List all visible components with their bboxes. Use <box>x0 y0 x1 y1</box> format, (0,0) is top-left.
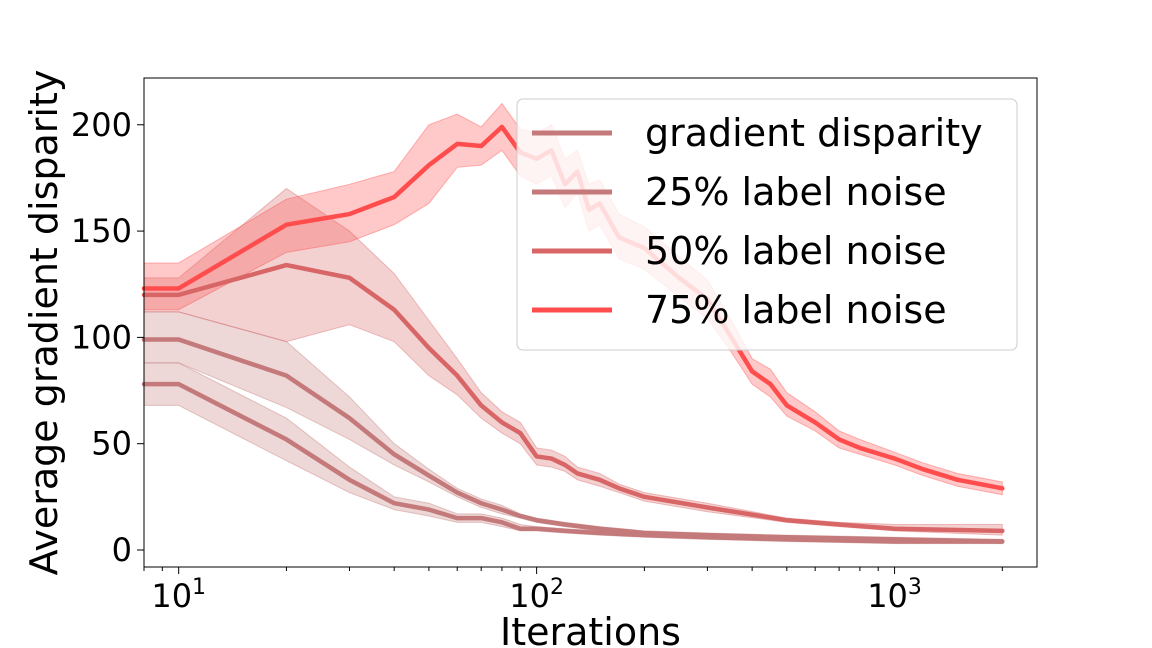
x-tick-label: 102 <box>509 575 564 615</box>
x-tick-label: 101 <box>151 575 206 615</box>
legend-box <box>516 98 1018 351</box>
legend: gradient disparity 25% label noise 50% lab… <box>516 98 1018 351</box>
y-tick-label: 100 <box>71 318 132 356</box>
x-axis-title: Iterations <box>500 610 681 648</box>
y-tick-label: 150 <box>71 212 132 250</box>
y-tick-label: 50 <box>91 425 132 463</box>
legend-label-50pct-label-noise: 50% label noise <box>645 229 947 273</box>
legend-label-gradient-disparity: gradient disparity <box>645 111 983 155</box>
legend-label-25pct-label-noise: 25% label noise <box>645 170 947 214</box>
y-tick-label: 200 <box>71 106 132 144</box>
x-axis-ticks: 101 102 103 <box>143 567 1003 615</box>
y-axis-title: Average gradient disparity <box>22 70 66 576</box>
band-50pct-label-noise <box>143 187 1003 536</box>
legend-label-75pct-label-noise: 75% label noise <box>645 288 947 332</box>
x-tick-label: 103 <box>867 575 922 615</box>
series-line-25pct-label-noise <box>141 337 1005 544</box>
series-line-50pct-label-noise <box>141 262 1005 534</box>
y-tick-label: 0 <box>112 531 132 569</box>
plot-frame <box>143 77 1038 568</box>
y-axis-ticks: 0 50 100 150 200 <box>71 106 144 569</box>
